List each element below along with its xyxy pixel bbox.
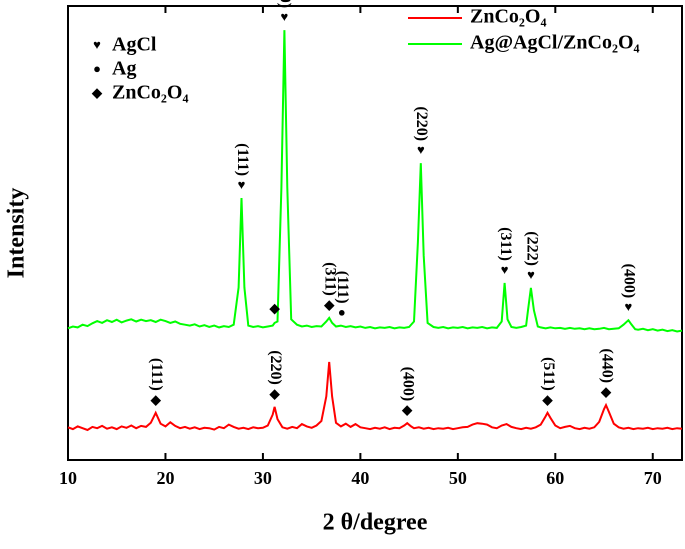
peak-marker: ◆ (323, 297, 335, 312)
peak-label: (311) (497, 227, 514, 261)
data-line (67, 361, 683, 432)
peak-label: (111) (234, 143, 251, 176)
peak-marker: ♥ (625, 299, 633, 314)
x-tick-label: 40 (351, 468, 369, 488)
peak-label: (311) (322, 262, 339, 296)
x-tick-label: 70 (644, 468, 662, 488)
peak-marker: ● (338, 305, 346, 320)
peak-marker: ◆ (150, 392, 162, 407)
x-axis-label: 2 θ/degree (323, 510, 428, 536)
x-tick-label: 20 (156, 468, 174, 488)
phase-marker: ◆ (91, 85, 103, 100)
peak-label: (400) (399, 367, 416, 402)
peak-label: (440) (598, 348, 615, 383)
x-tick-label: 50 (449, 468, 467, 488)
peak-label: (200) (277, 0, 294, 8)
phase-label: Ag (112, 58, 136, 80)
peak-marker: ♥ (281, 9, 289, 24)
peak-marker: ◆ (269, 301, 281, 316)
y-axis-label: Intensity (4, 188, 30, 279)
peak-marker: ♥ (501, 262, 509, 277)
x-tick-label: 10 (59, 468, 77, 488)
peak-marker: ♥ (417, 142, 425, 157)
x-tick-label: 60 (546, 468, 564, 488)
peak-marker: ◆ (600, 384, 612, 399)
legend-label: Ag@AgCl/ZnCo₂O₄ (470, 32, 640, 54)
phase-marker: ♥ (93, 37, 101, 52)
data-line (67, 30, 683, 333)
peak-label: (220) (413, 106, 430, 141)
peak-label: (111) (148, 358, 165, 391)
phase-label: AgCl (112, 34, 157, 56)
phase-marker: ● (93, 61, 101, 76)
x-tick-label: 30 (254, 468, 272, 488)
phase-label: ZnCo₂O₄ (112, 82, 188, 104)
peak-marker: ♥ (527, 267, 535, 282)
peak-label: (400) (621, 264, 638, 299)
plot-frame (67, 5, 683, 461)
peak-marker: ◆ (269, 386, 281, 401)
peak-marker: ♥ (238, 177, 246, 192)
peak-marker: ◆ (401, 402, 413, 417)
peak-marker: ◆ (542, 392, 554, 407)
legend-label: ZnCo₂O₄ (470, 6, 546, 28)
peak-label: (111) (334, 271, 351, 304)
peak-label: (511) (540, 357, 557, 391)
peak-label: (222) (523, 231, 540, 266)
peak-label: (220) (267, 350, 284, 385)
